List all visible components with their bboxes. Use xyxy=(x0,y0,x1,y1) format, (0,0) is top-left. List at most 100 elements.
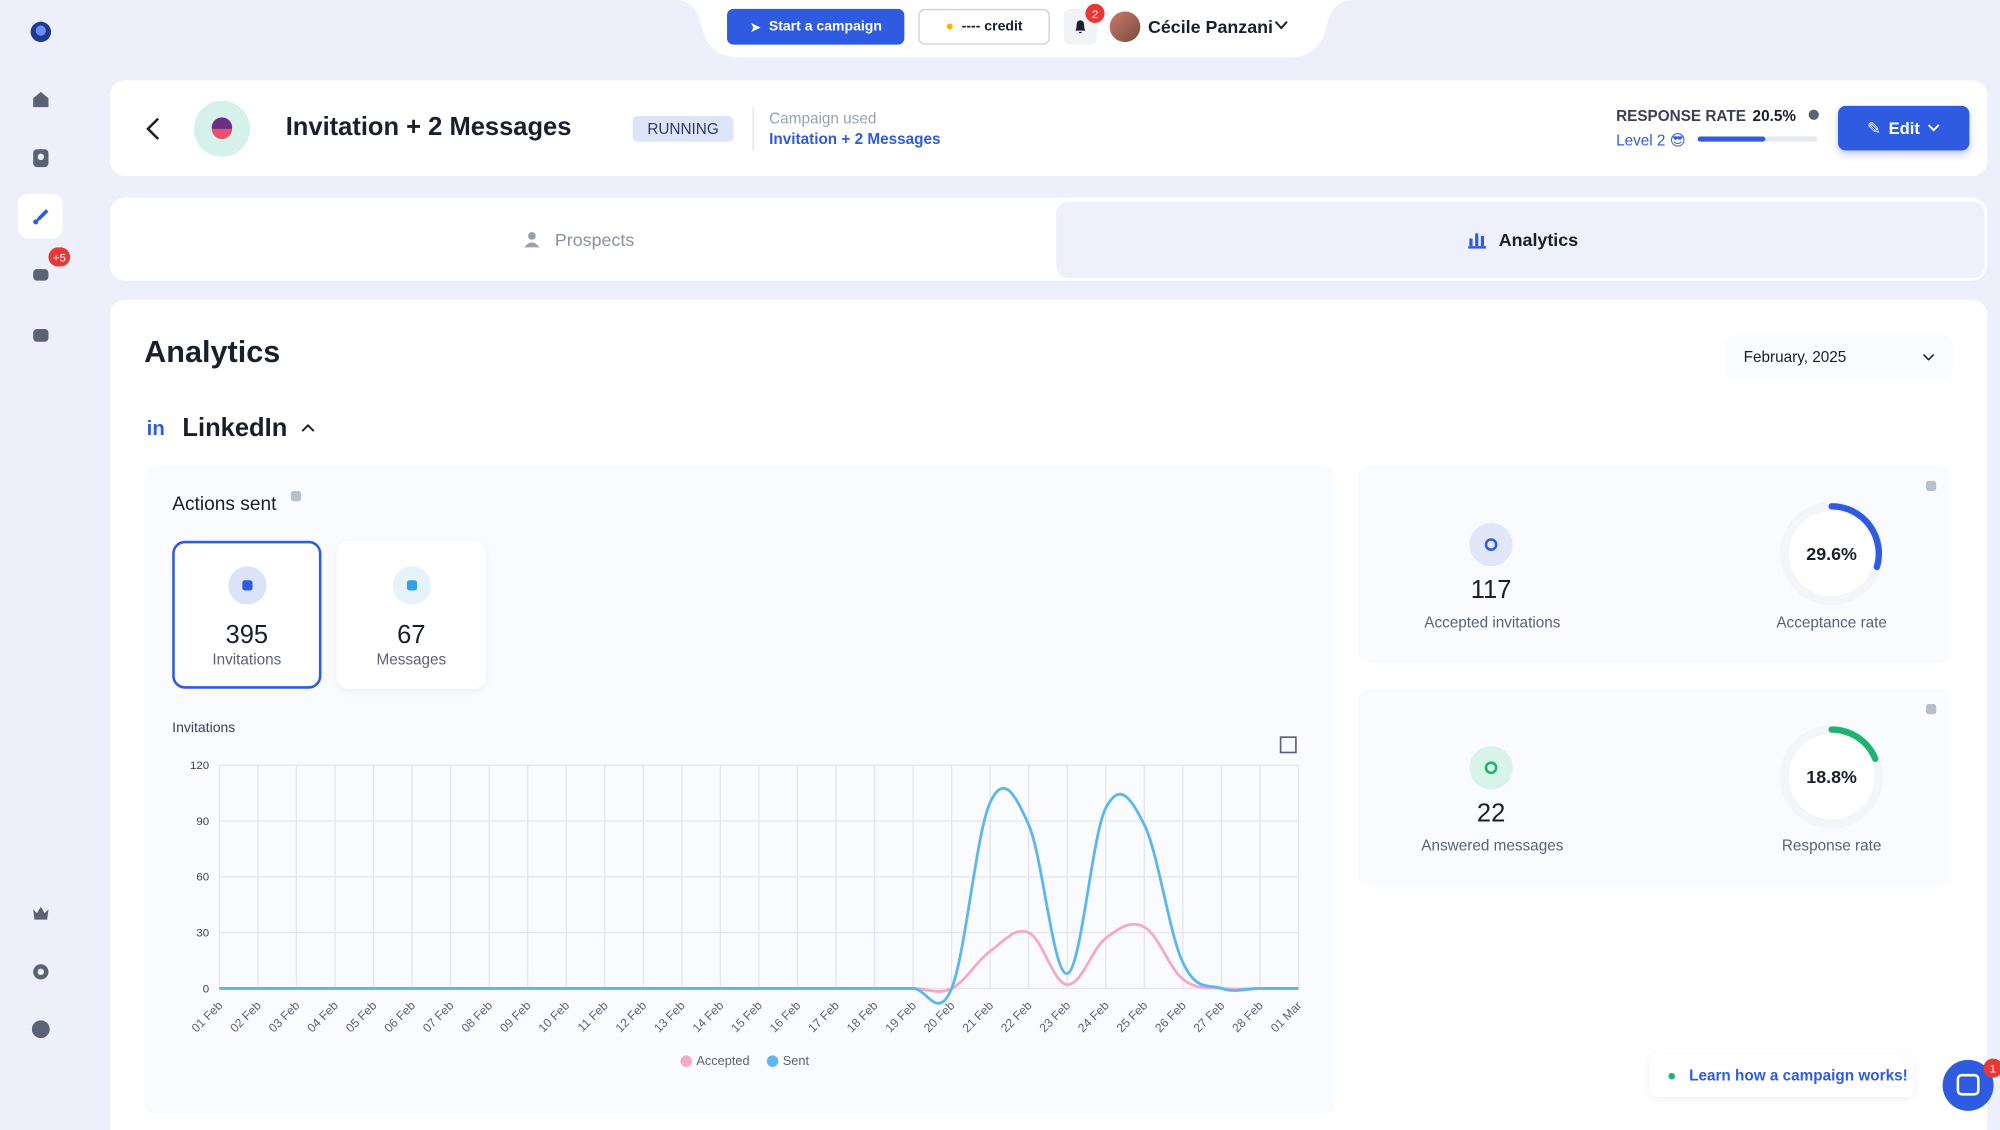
icon xyxy=(32,268,48,280)
period-select[interactable]: February, 2025 xyxy=(1725,335,1953,379)
level-progress-fill xyxy=(1697,136,1766,142)
gauge-arc xyxy=(1828,503,1882,571)
nav-premium[interactable] xyxy=(18,890,63,935)
invitations-chart: Invitations 01 Feb 02 Feb 03 Feb 04 Feb 05 Fe… xyxy=(172,719,1305,1068)
x-tick-label: 01 Mar xyxy=(1268,999,1305,1036)
campaign-used-link[interactable]: Invitation + 2 Messages xyxy=(769,130,941,148)
legend-swatch xyxy=(766,1055,779,1067)
tab-prospects[interactable]: Prospects xyxy=(520,230,634,250)
tab-label: Prospects xyxy=(554,229,635,250)
tab-active-bg xyxy=(1056,201,1985,279)
tab-label: Analytics xyxy=(1498,229,1579,250)
info-icon[interactable] xyxy=(1808,109,1819,120)
edit-button[interactable]: ✎ Edit xyxy=(1838,105,1970,151)
stat-icon xyxy=(1469,746,1513,790)
icon-glyph xyxy=(242,580,253,591)
x-tick-label: 11 Feb xyxy=(575,998,611,1034)
icon xyxy=(1956,1073,1980,1096)
tab-analytics[interactable]: Analytics xyxy=(1468,230,1578,250)
nav-campaigns[interactable] xyxy=(17,193,63,239)
y-tick-label: 0 xyxy=(203,983,209,995)
info-icon[interactable] xyxy=(1926,480,1937,492)
analytics-title: Analytics xyxy=(144,335,281,370)
y-tick-label: 120 xyxy=(190,760,209,772)
card-value: 67 xyxy=(397,621,426,650)
action-card[interactable]: 67 Messages xyxy=(336,540,486,689)
icon: ➤ xyxy=(749,19,762,36)
x-tick-label: 03 Feb xyxy=(266,998,303,1035)
icon-glyph xyxy=(406,580,418,591)
credit-button[interactable]: ● ---- credit xyxy=(918,8,1050,45)
stat-label: Answered messages xyxy=(1421,836,1564,855)
x-tick-label: 06 Feb xyxy=(381,998,418,1035)
x-tick-label: 16 Feb xyxy=(767,998,804,1035)
rate-name: Response rate xyxy=(1781,836,1882,855)
response-rate-label: RESPONSE RATE xyxy=(1616,107,1746,125)
x-tick-label: 18 Feb xyxy=(844,998,881,1035)
legend-label: Sent xyxy=(783,1053,810,1068)
campaign-title: Invitation + 2 Messages xyxy=(285,113,572,142)
nav-tools[interactable] xyxy=(18,311,63,356)
series-line xyxy=(219,787,1299,1005)
stat-icon xyxy=(1469,522,1513,567)
start-campaign-button[interactable]: ➤ Start a campaign xyxy=(727,8,905,45)
x-tick-label: 08 Feb xyxy=(459,998,496,1035)
nav-billing[interactable] xyxy=(18,1006,63,1051)
info-icon[interactable] xyxy=(290,491,302,502)
x-tick-label: 23 Feb xyxy=(1037,998,1074,1035)
x-tick-label: 01 Feb xyxy=(189,998,226,1035)
level: Level 2 😎 xyxy=(1616,131,1686,150)
help-button[interactable]: ● Learn how a campaign works! xyxy=(1649,1053,1914,1097)
y-tick-label: 90 xyxy=(196,816,209,828)
nav-settings[interactable] xyxy=(18,949,63,994)
icon xyxy=(31,1019,50,1038)
icon xyxy=(32,91,48,107)
x-tick-label: 04 Feb xyxy=(304,998,341,1035)
card-label: Invitations xyxy=(212,650,282,669)
x-tick-label: 21 Feb xyxy=(960,998,997,1035)
x-tick-label: 27 Feb xyxy=(1191,998,1228,1035)
divider xyxy=(752,107,754,151)
logo[interactable] xyxy=(18,9,63,54)
actions-title: Actions sent xyxy=(172,493,277,516)
chart-title: Invitations xyxy=(172,719,235,735)
x-tick-label: 09 Feb xyxy=(497,998,534,1035)
user-menu-chevron[interactable] xyxy=(1274,20,1288,30)
x-tick-label: 19 Feb xyxy=(882,998,919,1035)
collapse-toggle[interactable] xyxy=(301,423,315,433)
download-button[interactable] xyxy=(1279,736,1297,754)
back-button[interactable] xyxy=(144,116,162,142)
x-tick-label: 28 Feb xyxy=(1229,998,1266,1035)
gauge: 29.6% xyxy=(1779,501,1884,606)
x-tick-label: 24 Feb xyxy=(1075,998,1112,1035)
icon xyxy=(1928,124,1940,132)
help-label: Learn how a campaign works! xyxy=(1689,1066,1908,1085)
nav-home[interactable] xyxy=(18,77,63,122)
gauge: 18.8% xyxy=(1779,725,1884,829)
icon: ● xyxy=(945,19,955,35)
card-icon xyxy=(228,566,267,605)
gauge-value: 29.6% xyxy=(1806,544,1857,564)
nav-messages[interactable] xyxy=(18,253,63,298)
avatar[interactable] xyxy=(1109,11,1141,43)
y-tick-label: 30 xyxy=(196,927,209,939)
info-icon[interactable] xyxy=(1926,704,1937,715)
nav-contacts[interactable] xyxy=(18,135,63,180)
notifications-button[interactable] xyxy=(1063,8,1097,45)
card-icon xyxy=(392,566,432,605)
icon xyxy=(32,148,48,167)
x-tick-label: 25 Feb xyxy=(1114,998,1151,1035)
messages-badge: +5 xyxy=(48,247,71,267)
user-name[interactable]: Cécile Panzani xyxy=(1147,16,1274,37)
button-label: Start a campaign xyxy=(768,19,882,35)
chat-badge: 1 xyxy=(1983,1058,2000,1078)
gauge-value: 18.8% xyxy=(1806,767,1857,787)
stat-value: 22 xyxy=(1476,799,1506,828)
icon: ✎ xyxy=(1867,117,1881,138)
icon-glyph xyxy=(1484,538,1498,551)
x-tick-label: 22 Feb xyxy=(998,998,1035,1035)
gauge-arc xyxy=(1828,726,1879,762)
action-card[interactable]: 395 Invitations xyxy=(172,540,322,689)
campaign-avatar xyxy=(193,100,250,157)
